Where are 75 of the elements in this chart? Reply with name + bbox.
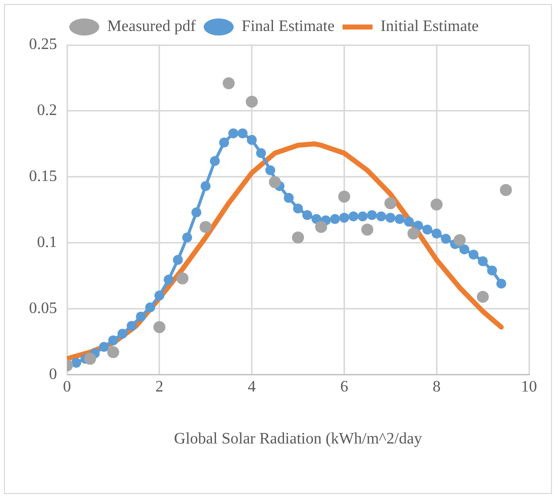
point xyxy=(71,358,82,368)
y-tick-label: 0.25 xyxy=(29,36,57,54)
point xyxy=(384,197,396,210)
point xyxy=(292,231,304,244)
point xyxy=(117,328,128,339)
point xyxy=(200,181,211,192)
point xyxy=(338,190,350,203)
point xyxy=(487,265,498,276)
x-tick-label: 0 xyxy=(63,378,71,396)
point xyxy=(476,290,489,303)
point xyxy=(256,148,266,158)
legend-label: Measured pdf xyxy=(107,18,196,36)
point xyxy=(98,342,109,352)
point xyxy=(348,211,358,222)
point xyxy=(413,220,424,231)
point xyxy=(302,210,312,220)
point xyxy=(408,228,420,240)
point xyxy=(376,211,386,222)
point xyxy=(268,176,281,188)
point xyxy=(500,184,512,196)
x-tick-label: 4 xyxy=(248,378,256,396)
point xyxy=(172,254,183,265)
point xyxy=(182,232,192,242)
point xyxy=(238,128,248,138)
point xyxy=(366,210,377,220)
point xyxy=(246,134,257,145)
point xyxy=(385,212,396,223)
point xyxy=(153,321,166,334)
point xyxy=(468,250,479,260)
point xyxy=(219,138,230,148)
point xyxy=(126,320,137,331)
point xyxy=(293,203,303,214)
point xyxy=(136,312,146,322)
point xyxy=(164,274,174,285)
x-tick-label: 10 xyxy=(521,378,537,396)
point xyxy=(358,211,368,222)
point xyxy=(108,335,118,346)
point xyxy=(361,224,374,236)
point xyxy=(176,272,188,284)
point xyxy=(246,96,258,108)
point xyxy=(432,228,442,239)
point xyxy=(222,77,235,90)
x-tick-label: 2 xyxy=(155,378,164,396)
point xyxy=(496,278,506,289)
point xyxy=(191,207,202,218)
point xyxy=(422,224,432,235)
point xyxy=(228,128,238,138)
x-tick-label: 8 xyxy=(432,378,441,396)
point xyxy=(478,256,488,266)
point xyxy=(200,220,212,233)
point xyxy=(404,216,414,227)
y-tick-label: 0 xyxy=(49,366,57,383)
point xyxy=(145,302,156,312)
point xyxy=(107,346,120,358)
point xyxy=(394,214,405,224)
y-tick-label: 0.15 xyxy=(29,168,57,186)
point xyxy=(84,352,96,365)
legend-label: Initial Estimate xyxy=(380,18,479,36)
point xyxy=(459,244,470,254)
x-axis-title: Global Solar Radiation (kWh/m^2/day xyxy=(174,430,422,448)
point xyxy=(315,220,328,233)
y-tick-label: 0.05 xyxy=(29,300,57,317)
y-tick-label: 0.1 xyxy=(37,234,57,251)
point xyxy=(440,234,451,244)
legend-label: Final Estimate xyxy=(242,18,335,36)
x-tick-label: 6 xyxy=(340,378,348,396)
point xyxy=(265,165,276,176)
y-tick-label: 0.2 xyxy=(37,102,57,120)
point xyxy=(430,198,443,211)
point xyxy=(154,290,164,300)
point xyxy=(210,156,220,166)
point xyxy=(284,192,294,203)
point xyxy=(454,234,466,246)
point xyxy=(330,214,340,224)
point xyxy=(339,212,350,223)
